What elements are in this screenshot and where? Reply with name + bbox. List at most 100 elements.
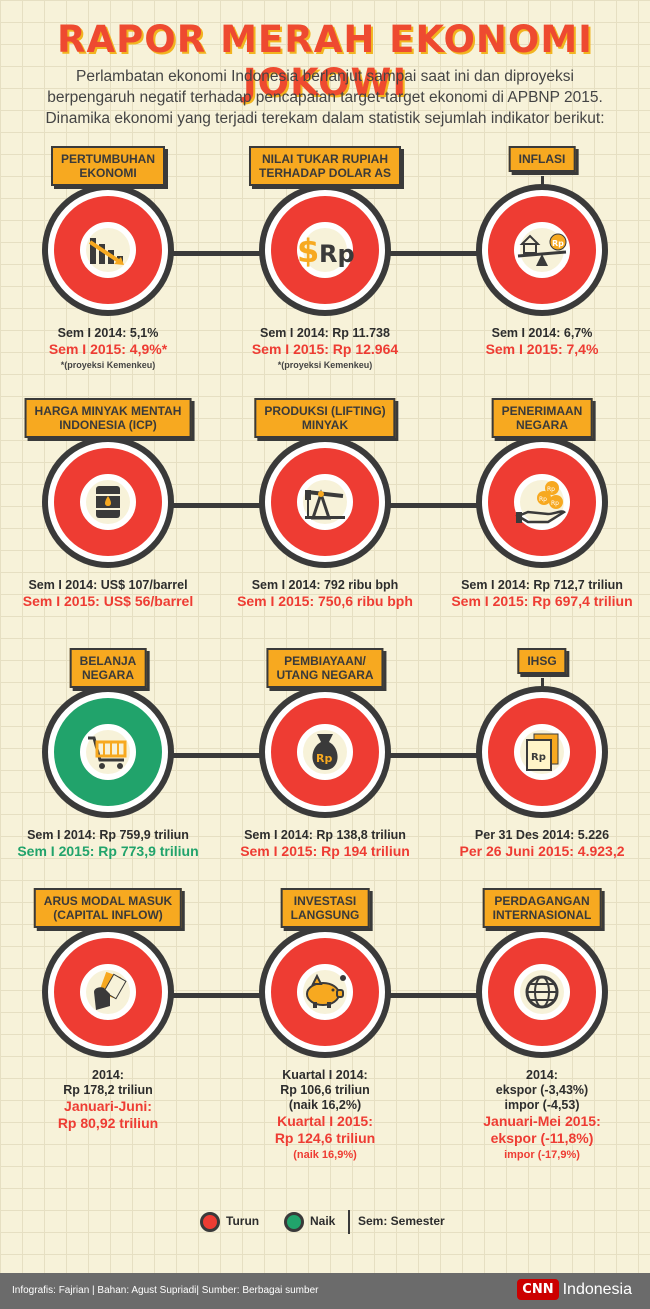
icon-core: [86, 480, 130, 524]
footer: Infografis: Fajrian | Bahan: Agust Supri…: [0, 1273, 650, 1309]
indicator-card: IHSG Rp Per 31 Des 2014: 5.226 Per 26 Juni …: [434, 648, 650, 898]
hand-coins-icon: Rp Rp Rp: [514, 478, 570, 526]
oil-barrel-icon: [90, 482, 126, 522]
indicator-label-line: HARGA MINYAK MENTAH: [34, 404, 182, 418]
status-ring: [259, 926, 391, 1058]
indicator-label-line: PERTUMBUHAN: [61, 152, 155, 166]
stat-previous: Sem I 2014: Rp 759,9 triliun: [27, 828, 189, 842]
stat-previous: impor (-4,53): [504, 1098, 580, 1112]
indicator-stats: Sem I 2014: Rp 138,8 triliun Sem I 2015: …: [217, 828, 433, 860]
money-bag-icon: Rp: [305, 730, 345, 774]
indicator-stats: 2014: Rp 178,2 triliun Januari-Juni: Rp 80,…: [0, 1068, 216, 1132]
svg-text:Rp: Rp: [531, 752, 546, 763]
status-ring: [42, 686, 174, 818]
legend-naik-label: Naik: [310, 1214, 336, 1228]
indicator-stats: Sem I 2014: Rp 712,7 triliun Sem I 2015: …: [434, 578, 650, 610]
indicator-card: INFLASI Rp Sem I 2014: 6,7% Sem I 2015: 7,4…: [434, 146, 650, 396]
stat-current: Sem I 2015: Rp 697,4 triliun: [451, 593, 633, 609]
indicator-label-line: IHSG: [527, 654, 557, 668]
stat-previous: Sem I 2014: 792 ribu bph: [251, 578, 399, 592]
svg-text:Rp: Rp: [547, 486, 555, 493]
indicator-row: ARUS MODAL MASUK (CAPITAL INFLOW) 2014: Rp …: [0, 888, 650, 1161]
icon-core: [520, 970, 564, 1014]
oil-pump-icon: [301, 482, 349, 522]
stat-current: impor (-17,9%): [504, 1149, 580, 1161]
legend-turun-label: Turun: [226, 1214, 260, 1228]
svg-text:Rp: Rp: [539, 496, 547, 503]
indicator-label-line: INTERNASIONAL: [492, 908, 592, 922]
indicator-label: PEMBIAYAAN/UTANG NEGARA: [266, 648, 384, 688]
status-ring: [42, 184, 174, 316]
stat-current: Sem I 2015: Rp 194 triliun: [240, 843, 410, 859]
indicator-card: BELANJA NEGARA Sem I 2014: Rp 759,9 triliu…: [0, 648, 216, 898]
icon-core: [303, 970, 347, 1014]
stat-previous: Rp 106,6 triliun: [280, 1083, 370, 1097]
stat-previous: (naik 16,2%): [288, 1098, 362, 1112]
indicator-row: PERTUMBUHAN EKONOMI Sem I 2014: 5,1% Sem I …: [0, 146, 650, 396]
stat-current: Sem I 2015: 750,6 ribu bph: [237, 593, 413, 609]
indicator-stats: Kuartal I 2014: Rp 106,6 triliun (naik 16,…: [217, 1068, 433, 1164]
indicator-card: HARGA MINYAK MENTAH INDONESIA (ICP) Sem I …: [0, 398, 216, 648]
legend-divider: [348, 1210, 350, 1234]
stat-previous: Sem I 2014: Rp 712,7 triliun: [461, 578, 623, 592]
dollar-rupiah-icon: $ Rp: [295, 230, 355, 270]
stat-current: Sem I 2015: Rp 12.964: [251, 341, 399, 357]
icon-core: Rp: [517, 228, 567, 272]
icon-core: Rp: [520, 730, 564, 774]
indicator-label-line: PERDAGANGAN: [494, 894, 590, 908]
indicator-stats: Sem I 2014: 6,7% Sem I 2015: 7,4%: [434, 326, 650, 358]
icon-core: [86, 730, 130, 774]
legend-naik-icon: [284, 1212, 304, 1232]
shopping-cart-icon: [84, 732, 132, 772]
stat-current: ekspor (-11,8%): [490, 1130, 594, 1146]
stat-previous: Sem I 2014: 5,1%: [57, 326, 159, 340]
stat-current: Per 26 Juni 2015: 4.923,2: [459, 843, 625, 859]
stat-current: (naik 16,9%): [293, 1149, 357, 1161]
indicator-row: BELANJA NEGARA Sem I 2014: Rp 759,9 triliu…: [0, 648, 650, 898]
svg-text:Rp: Rp: [551, 500, 559, 507]
stat-previous: Per 31 Des 2014: 5.226: [474, 828, 610, 842]
indicator-card: PENERIMAAN NEGARA Rp Rp Rp Sem I 2014: Rp 712…: [434, 398, 650, 648]
indicator-label-line: (CAPITAL INFLOW): [53, 908, 163, 922]
indicator-label-line: ARUS MODAL MASUK: [43, 894, 173, 908]
status-ring: Rp: [259, 686, 391, 818]
hand-cash-icon: [86, 970, 130, 1014]
indicator-label-line: NILAI TUKAR RUPIAH: [261, 152, 388, 166]
status-ring: [259, 436, 391, 568]
status-ring: Rp: [476, 686, 608, 818]
indicator-card: INVESTASI LANGSUNG Kuartal I 2014: Rp 106,6…: [217, 888, 433, 1161]
indicator-label-line: UTANG NEGARA: [276, 668, 374, 682]
stat-previous: Sem I 2014: 6,7%: [491, 326, 593, 340]
indicator-label-line: LANGSUNG: [290, 908, 360, 922]
indicator-label-line: PEMBIAYAAN/: [284, 654, 366, 668]
legend-sem-label: Sem: Semester: [358, 1214, 445, 1228]
icon-core: [86, 228, 130, 272]
stat-previous: Sem I 2014: Rp 138,8 triliun: [244, 828, 406, 842]
stat-current: Rp 80,92 triliun: [57, 1115, 159, 1131]
stat-note: *(proyeksi Kemenkeu): [277, 360, 373, 370]
status-band: [54, 698, 162, 806]
indicator-stats: 2014: ekspor (-3,43%) impor (-4,53) Januari…: [434, 1068, 650, 1164]
indicator-stats: Sem I 2014: Rp 759,9 triliun Sem I 2015: …: [0, 828, 216, 860]
indicator-label: PRODUKSI (LIFTING) MINYAK: [254, 398, 396, 438]
stat-current: Kuartal I 2015:: [277, 1113, 373, 1129]
stat-previous: Rp 178,2 triliun: [63, 1083, 153, 1097]
indicator-label-line: TERHADAP DOLAR AS: [258, 166, 392, 180]
indicator-stats: Sem I 2014: 792 ribu bph Sem I 2015: 750,…: [217, 578, 433, 610]
stat-previous: 2014:: [526, 1068, 558, 1082]
icon-core: [86, 970, 130, 1014]
legend-turun-icon: [200, 1212, 220, 1232]
status-ring: [42, 436, 174, 568]
indicator-stats: Sem I 2014: 5,1% Sem I 2015: 4,9%* *(proye…: [0, 326, 216, 373]
piggy-bank-icon: [299, 972, 351, 1012]
stat-current: Januari-Mei 2015:: [483, 1113, 601, 1129]
stat-current: Sem I 2015: 7,4%: [485, 341, 599, 357]
indicator-stats: Per 31 Des 2014: 5.226 Per 26 Juni 2015: …: [434, 828, 650, 860]
intro-text: Perlambatan ekonomi Indonesia berlanjut …: [45, 68, 605, 127]
indicator-label-line: MINYAK: [301, 418, 349, 432]
indicator-card: ARUS MODAL MASUK (CAPITAL INFLOW) 2014: Rp …: [0, 888, 216, 1138]
icon-core: Rp Rp Rp: [515, 480, 566, 524]
status-ring: $ Rp: [259, 184, 391, 316]
stat-current: Januari-Juni:: [64, 1098, 152, 1114]
indicator-label-line: NEGARA: [81, 668, 135, 682]
